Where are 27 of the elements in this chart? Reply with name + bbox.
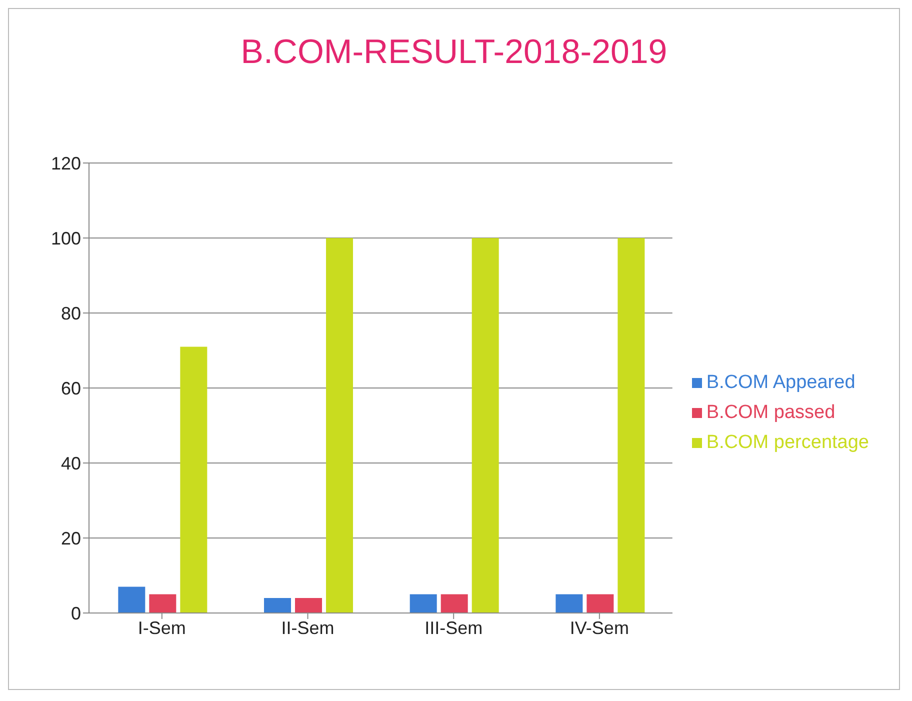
bar	[472, 238, 499, 613]
bar	[295, 598, 322, 613]
bar	[618, 238, 645, 613]
bar	[326, 238, 354, 613]
bar	[149, 594, 176, 613]
x-tick-label: I-Sem	[138, 618, 186, 638]
y-tick-label: 40	[60, 453, 81, 474]
legend-label: B.COM passed	[706, 402, 836, 423]
bar	[118, 586, 146, 613]
bar	[556, 594, 583, 613]
y-tick-label: 60	[60, 378, 81, 398]
y-tick-label: 80	[60, 303, 81, 324]
bar	[410, 594, 437, 613]
legend-label: B.COM percentage	[706, 432, 869, 453]
chart-title: B.COM-RESULT-2018-2019	[240, 33, 668, 73]
bar	[440, 594, 468, 613]
x-tick-label: II-Sem	[281, 618, 334, 638]
y-tick-label: 100	[50, 228, 81, 248]
bar	[586, 594, 614, 613]
x-tick-label: IV-Sem	[570, 618, 629, 638]
bar	[264, 598, 292, 613]
bar	[180, 346, 208, 613]
legend-label: B.COM Appeared	[706, 372, 856, 393]
y-tick-label: 0	[70, 603, 81, 624]
y-tick-label: 20	[60, 528, 81, 548]
x-tick-label: III-Sem	[424, 618, 483, 638]
y-tick-label: 120	[50, 153, 81, 174]
